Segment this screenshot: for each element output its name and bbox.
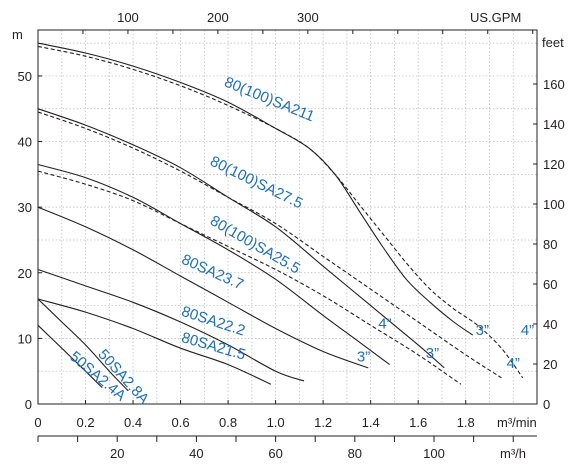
secondary-tick-label: 40 — [189, 446, 203, 461]
series-line — [37, 268, 305, 382]
secondary-tick-label: 100 — [423, 446, 445, 461]
series-label: 80SA23.7 — [179, 251, 246, 293]
top-tick-label: 200 — [207, 10, 229, 25]
right-tick-label: 0 — [543, 397, 550, 412]
right-tick-label: 100 — [543, 197, 565, 212]
series-line-dashed — [37, 111, 502, 379]
bottom-tick-label: 1.8 — [457, 415, 475, 430]
bottom-tick-label: 0.8 — [219, 415, 237, 430]
bottom-tick-label: 1.4 — [362, 415, 380, 430]
top-axis-unit: US.GPM — [470, 10, 521, 25]
bottom-tick-label: 1.2 — [314, 415, 332, 430]
pipe-size-label: 3” — [426, 345, 439, 362]
left-tick-label: 0 — [25, 397, 32, 412]
series-line — [37, 298, 129, 392]
bottom-tick-label: 0 — [34, 415, 41, 430]
right-tick-label: 20 — [543, 357, 557, 372]
series-line — [37, 163, 391, 366]
bottom-tick-label: 0.2 — [76, 415, 94, 430]
left-tick-label: 40 — [18, 135, 32, 150]
annotations: 4”3” 3”3” 4”4” — [357, 316, 534, 372]
secondary-tick-label: 60 — [268, 446, 282, 461]
series-line — [37, 206, 369, 369]
right-tick-label: 160 — [543, 77, 565, 92]
plot-frame — [37, 29, 538, 405]
left-tick-label: 30 — [18, 200, 32, 215]
right-tick-label: 80 — [543, 237, 557, 252]
series-line — [37, 324, 103, 388]
top-tick-label: 100 — [117, 10, 139, 25]
bottom-axis-unit: m³/min — [497, 415, 537, 430]
grid — [38, 30, 537, 404]
series-layer — [37, 42, 524, 392]
secondary-tick-label: 80 — [348, 446, 362, 461]
series-label: 80(100)SA211 — [222, 74, 317, 126]
secondary-axis-unit: m³/h — [500, 446, 526, 461]
axes: 0 10 20 30 40 50 m 0 20 40 60 80 100 120 140 160 feet 0 0.… — [12, 10, 565, 461]
series-line-dashed — [37, 170, 462, 385]
pipe-size-label: 4” — [521, 322, 534, 339]
bottom-tick-label: 0.4 — [124, 415, 142, 430]
top-tick-label: 300 — [297, 10, 319, 25]
series-labels: 80(100)SA21180(100)SA27.580(100)SA25.580… — [66, 74, 317, 408]
bottom-tick-label: 1.6 — [409, 415, 427, 430]
secondary-tick-label: 20 — [110, 446, 124, 461]
left-tick-label: 50 — [18, 69, 32, 84]
left-tick-label: 10 — [18, 331, 32, 346]
pipe-size-label: 3” — [476, 322, 489, 339]
left-tick-label: 20 — [18, 266, 32, 281]
series-line — [37, 108, 445, 369]
pipe-size-label: 4” — [378, 316, 391, 333]
series-line-dashed — [37, 45, 524, 379]
bottom-tick-label: 1.0 — [267, 415, 285, 430]
series-line — [37, 298, 272, 385]
right-tick-label: 40 — [543, 317, 557, 332]
series-label: 80(100)SA27.5 — [207, 153, 305, 213]
right-axis-unit: feet — [542, 35, 564, 50]
pipe-size-label: 3” — [357, 348, 370, 365]
right-tick-label: 140 — [543, 117, 565, 132]
left-axis-unit: m — [12, 27, 23, 42]
pipe-size-label: 4” — [507, 355, 520, 372]
right-tick-label: 60 — [543, 277, 557, 292]
right-tick-label: 120 — [543, 157, 565, 172]
bottom-tick-label: 0.6 — [172, 415, 190, 430]
